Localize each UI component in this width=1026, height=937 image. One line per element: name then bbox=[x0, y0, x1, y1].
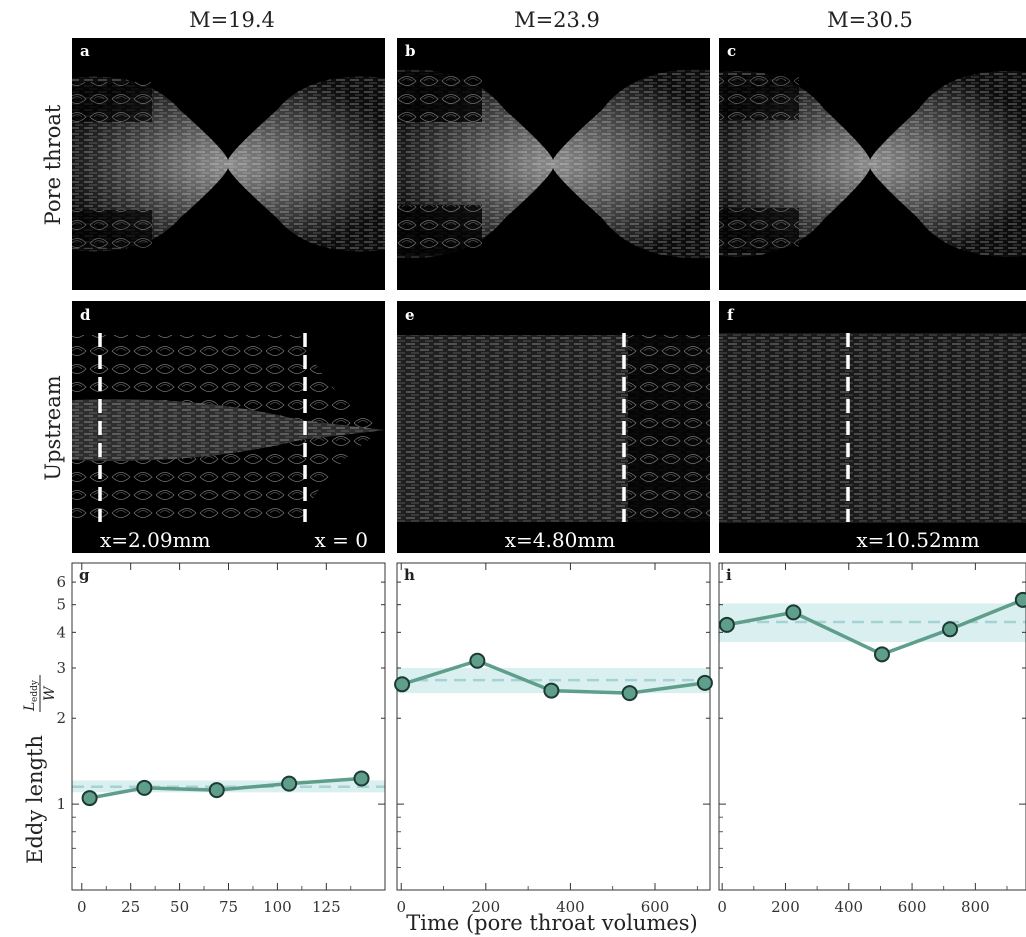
data-point bbox=[394, 676, 411, 693]
column-title-2: M=23.9 bbox=[514, 8, 600, 32]
position-label-d-2: x = 0 bbox=[315, 528, 368, 552]
data-point bbox=[136, 779, 153, 796]
data-point bbox=[353, 770, 370, 787]
x-tick-label: 100 bbox=[263, 898, 292, 916]
flow-image-b: b bbox=[397, 38, 710, 290]
x-tick-label: 600 bbox=[641, 898, 670, 916]
x-tick-label: 600 bbox=[898, 898, 927, 916]
data-point bbox=[942, 621, 959, 638]
y-axis-fraction-subscript: eddy bbox=[30, 679, 40, 702]
data-point bbox=[469, 652, 486, 669]
panel-letter-b: b bbox=[405, 42, 416, 60]
y-axis-fraction-numerator: L bbox=[22, 702, 38, 712]
y-tick-label: 6 bbox=[56, 573, 66, 591]
chart-panel-i: 0 200 400 600 800 i bbox=[717, 562, 1026, 916]
position-label-d-1: x=2.09mm bbox=[100, 528, 211, 552]
data-point bbox=[621, 685, 638, 702]
data-point bbox=[1014, 591, 1026, 608]
row-label-pore-throat: Pore throat bbox=[41, 104, 65, 225]
x-tick-label: 0 bbox=[77, 898, 87, 916]
data-point bbox=[873, 646, 890, 663]
data-point bbox=[208, 782, 225, 799]
flow-image-a: a bbox=[72, 38, 385, 290]
y-axis-fraction-denominator: W bbox=[42, 685, 58, 701]
x-tick-label: 0 bbox=[717, 898, 727, 916]
position-label-e: x=4.80mm bbox=[505, 528, 616, 552]
x-axis-title: Time (pore throat volumes) bbox=[406, 911, 698, 935]
x-tick-label: 0 bbox=[396, 898, 406, 916]
flow-image-c: c bbox=[719, 38, 1026, 290]
flow-image-e: e x=4.80mm bbox=[397, 301, 710, 553]
panel-letter-d: d bbox=[80, 306, 91, 324]
data-point bbox=[81, 790, 98, 807]
panel-letter-f: f bbox=[727, 306, 735, 324]
y-axis-title: Eddy length L eddy W bbox=[22, 675, 58, 864]
x-tick-label: 400 bbox=[556, 898, 585, 916]
x-tick-label: 25 bbox=[121, 898, 140, 916]
panel-letter-g: g bbox=[79, 566, 90, 584]
y-tick-label: 3 bbox=[56, 659, 66, 677]
flow-image-d: d x=2.09mm x = 0 bbox=[72, 301, 385, 553]
x-tick-label: 200 bbox=[472, 898, 501, 916]
data-point bbox=[543, 682, 560, 699]
data-point bbox=[785, 604, 802, 621]
x-tick-label: 50 bbox=[170, 898, 189, 916]
y-tick-label: 4 bbox=[56, 623, 66, 641]
chart-panel-g: 0 25 50 75 100 125 1 2 3 4 5 6 g bbox=[56, 562, 386, 916]
x-tick-label: 400 bbox=[834, 898, 863, 916]
x-tick-label: 200 bbox=[771, 898, 800, 916]
flow-image-f: f x=10.52mm bbox=[719, 301, 1026, 553]
y-tick-label: 1 bbox=[56, 795, 66, 813]
data-point bbox=[281, 775, 298, 792]
panel-letter-e: e bbox=[405, 306, 415, 324]
panel-letter-c: c bbox=[727, 42, 736, 60]
axes-frame bbox=[71, 562, 386, 891]
position-label-f: x=10.52mm bbox=[856, 528, 979, 552]
panel-letter-i: i bbox=[726, 566, 732, 584]
column-title-1: M=19.4 bbox=[189, 8, 275, 32]
x-tick-label: 75 bbox=[219, 898, 238, 916]
axes-frame bbox=[718, 562, 1026, 891]
panel-letter-a: a bbox=[80, 42, 90, 60]
y-axis-title-text: Eddy length bbox=[23, 735, 47, 864]
data-point bbox=[718, 616, 735, 633]
data-point bbox=[696, 674, 713, 691]
row-label-upstream: Upstream bbox=[41, 375, 65, 480]
panel-letter-h: h bbox=[404, 566, 415, 584]
axes-frame bbox=[396, 562, 711, 891]
chart-panel-h: 0 200 400 600 h bbox=[394, 562, 713, 916]
x-tick-label: 800 bbox=[961, 898, 990, 916]
column-title-3: M=30.5 bbox=[827, 8, 913, 32]
x-tick-label: 125 bbox=[312, 898, 341, 916]
y-tick-label: 5 bbox=[56, 596, 66, 614]
y-tick-label: 2 bbox=[56, 709, 66, 727]
